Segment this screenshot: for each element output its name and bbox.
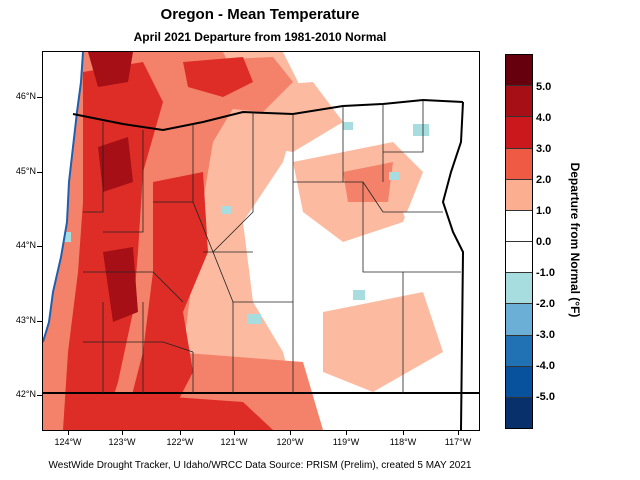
legend-swatch: [506, 397, 532, 429]
coastline: [43, 52, 84, 343]
legend-tick-label: 5.0: [536, 81, 552, 93]
lat-tick-46: [37, 97, 42, 98]
legend-swatch: [506, 242, 532, 274]
lon-label-119: 119°W: [332, 437, 360, 447]
lon-tick-123: [122, 430, 123, 435]
legend-tick-label: -1.0: [536, 267, 555, 279]
map-panel: [42, 51, 480, 431]
lon-tick-124: [68, 430, 69, 435]
lon-label-124: 124°W: [54, 437, 82, 447]
legend-tick-label: -3.0: [536, 329, 555, 341]
legend-swatch: [506, 55, 532, 87]
legend-swatch: [506, 148, 532, 180]
lat-tick-43: [37, 321, 42, 322]
color-legend: [505, 54, 533, 429]
legend-tick-label: -4.0: [536, 360, 555, 372]
lat-label-43: 43°N: [15, 315, 36, 325]
lon-label-117: 117°W: [444, 437, 472, 447]
legend-tick-label: 2.0: [536, 174, 552, 186]
legend-swatch: [506, 117, 532, 149]
lon-tick-119: [346, 430, 347, 435]
lat-label-44: 44°N: [15, 240, 36, 250]
land-anomaly-layer: [43, 52, 479, 430]
county-lines: [83, 100, 461, 393]
lon-label-120: 120°W: [276, 437, 304, 447]
lon-tick-122: [180, 430, 181, 435]
lat-tick-44: [37, 246, 42, 247]
legend-swatch: [506, 304, 532, 336]
legend-tick-label: -5.0: [536, 391, 555, 403]
legend-swatch: [506, 210, 532, 243]
legend-swatch: [506, 86, 532, 118]
lon-label-123: 123°W: [108, 437, 136, 447]
anomaly-map: [43, 52, 479, 430]
lat-label-46: 46°N: [15, 91, 36, 101]
lon-tick-117: [458, 430, 459, 435]
lon-label-118: 118°W: [389, 437, 417, 447]
map-subtitle: April 2021 Departure from 1981-2010 Norm…: [133, 30, 387, 44]
legend-tick-label: 0.0: [536, 236, 552, 248]
data-credit: WestWide Drought Tracker, U Idaho/WRCC D…: [48, 460, 472, 471]
legend-tick-label: 3.0: [536, 143, 552, 155]
lon-tick-118: [403, 430, 404, 435]
lon-label-121: 121°W: [220, 437, 248, 447]
legend-tick-label: -2.0: [536, 298, 555, 310]
legend-swatch: [506, 366, 532, 398]
legend-swatch: [506, 335, 532, 367]
lat-label-42: 42°N: [15, 389, 36, 399]
legend-title-text: Departure from Normal (°F): [568, 162, 582, 318]
legend-tick-label: 1.0: [536, 205, 552, 217]
lat-tick-42: [37, 395, 42, 396]
legend-tick-label: 4.0: [536, 112, 552, 124]
map-title: Oregon - Mean Temperature: [160, 6, 360, 23]
legend-swatch: [506, 179, 532, 211]
lat-tick-45: [37, 172, 42, 173]
lon-tick-120: [290, 430, 291, 435]
lat-label-45: 45°N: [15, 166, 36, 176]
state-border: [43, 98, 479, 430]
legend-swatch: [506, 273, 532, 305]
lon-tick-121: [234, 430, 235, 435]
lon-label-122: 122°W: [166, 437, 194, 447]
